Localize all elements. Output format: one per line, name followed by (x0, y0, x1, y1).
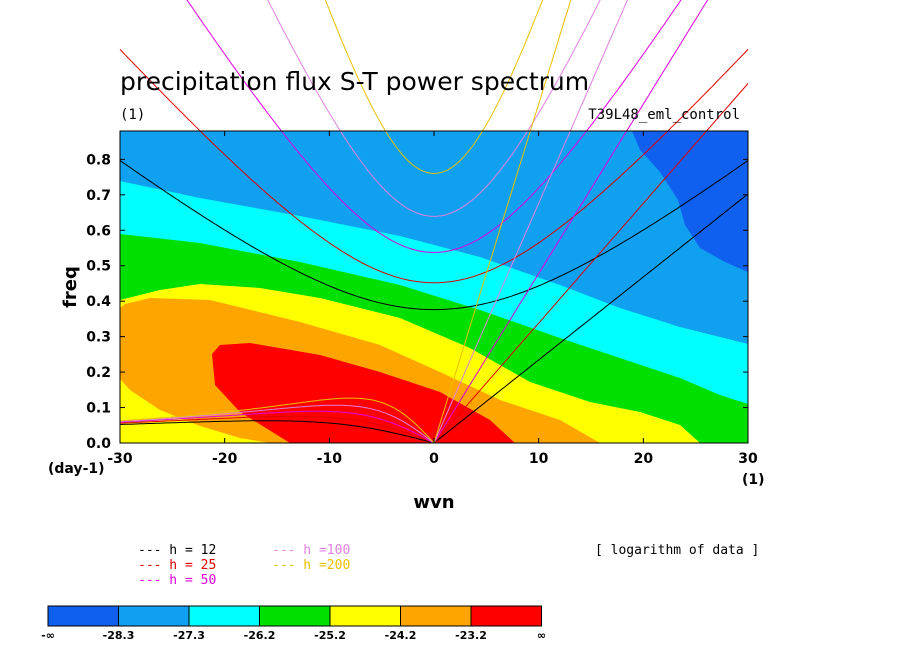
kelvin-curve-3 (433, 0, 709, 443)
colorbar-swatch (400, 605, 472, 627)
colorbar: -∞ -28.3 -27.3 -26.2 -25.2 -24.2 -23.2 ∞ (41, 605, 546, 642)
y-tick-label: 0.5 (86, 259, 111, 275)
colorbar-label: -28.3 (103, 629, 135, 642)
y-axis-label: freq (60, 266, 81, 308)
colorbar-label: ∞ (537, 629, 546, 642)
x-unit-label: (1) (742, 472, 765, 488)
x-tick-label: -30 (107, 451, 133, 467)
rossby-curve-5 (119, 397, 435, 443)
y-tick-label: 0.2 (86, 365, 111, 381)
colorbar-label: -26.2 (244, 629, 276, 642)
legend-entry: --- h =200 (272, 558, 350, 573)
legend-entry: --- h = 50 (138, 573, 216, 588)
x-tick-label: -10 (317, 451, 343, 467)
y-tick-label: 0.8 (86, 152, 111, 168)
rossby-curve-1 (119, 420, 435, 443)
gravity-curve-1 (119, 159, 749, 311)
colorbar-swatch (188, 605, 260, 627)
y-tick-label: 0.0 (86, 436, 111, 452)
colorbar-swatch (470, 605, 542, 627)
colorbar-label: -23.2 (455, 629, 487, 642)
x-tick-label: 0 (429, 451, 439, 467)
y-tick-label: 0.3 (86, 330, 111, 346)
data-note: [ logarithm of data ] (595, 543, 759, 558)
colorbar-swatch (47, 605, 119, 627)
colorbar-swatch (329, 605, 401, 627)
contour-band-1 (632, 131, 748, 272)
gravity-curve-5 (324, 0, 544, 175)
kelvin-curve-2 (433, 83, 749, 443)
x-tick-label: 30 (738, 451, 758, 467)
colorbar-label: -24.2 (385, 629, 417, 642)
colorbar-swatch (118, 605, 190, 627)
gravity-curve-3 (186, 0, 682, 253)
colorbar-swatch (259, 605, 331, 627)
chart-subtitle-right: T39L48_eml_control (588, 107, 740, 123)
x-tick-label: 20 (634, 451, 654, 467)
y-unit-label: (day-1) (48, 461, 105, 477)
dispersion-curves (119, 0, 749, 443)
legend: --- h = 12--- h = 25--- h = 50 --- h =100… (138, 543, 350, 588)
kelvin-curve-1 (433, 193, 749, 443)
contour-band-7 (212, 343, 515, 443)
rossby-curve-4 (119, 404, 435, 443)
gravity-curve-2 (119, 49, 749, 284)
x-tick-label: 10 (529, 451, 549, 467)
legend-entry: --- h =100 (272, 543, 350, 558)
kelvin-curve-4 (433, 0, 628, 443)
legend-entry: --- h = 25 (138, 558, 216, 573)
chart-title: precipitation flux S-T power spectrum (120, 67, 589, 96)
rossby-curve-3 (119, 410, 435, 443)
legend-entry: --- h = 12 (138, 543, 216, 558)
y-tick-label: 0.6 (86, 223, 111, 239)
kelvin-curve-5 (433, 0, 572, 443)
axis-ticks: -30 -20 -10 0 10 20 30 0.0 0.1 0.2 0.3 0.4 0.5 0.6 0.7… (86, 131, 758, 467)
y-tick-label: 0.1 (86, 401, 111, 417)
x-axis-label: wvn (413, 492, 454, 513)
colorbar-label: -∞ (41, 629, 55, 642)
y-tick-label: 0.4 (86, 294, 111, 310)
rossby-curve-2 (119, 415, 435, 443)
y-tick-label: 0.7 (86, 188, 111, 204)
gravity-curve-4 (267, 0, 601, 217)
x-tick-label: -20 (212, 451, 238, 467)
contour-fills (120, 131, 748, 443)
colorbar-label: -27.3 (173, 629, 205, 642)
colorbar-label: -25.2 (314, 629, 346, 642)
chart-subtitle-left: (1) (120, 107, 145, 123)
